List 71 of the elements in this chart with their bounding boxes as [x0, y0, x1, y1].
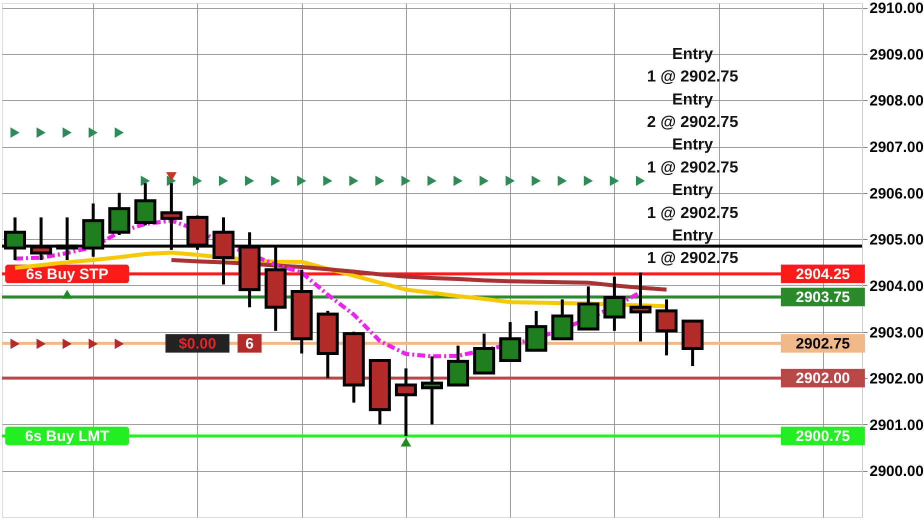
- y-tick-label: 2903.00: [870, 324, 924, 342]
- point: [10, 338, 20, 350]
- point: [584, 176, 593, 186]
- point: [532, 176, 541, 186]
- point: [114, 338, 124, 350]
- annotation: Entry: [672, 91, 714, 108]
- annotation: 1 @ 2902.75: [646, 68, 738, 86]
- y-tick-label: 2908.00: [870, 92, 924, 110]
- point: [245, 176, 254, 186]
- annotation: Entry: [672, 227, 714, 244]
- y-tick-label: 2904.00: [870, 278, 924, 295]
- point: [636, 176, 646, 186]
- annotation: 2900.75: [796, 428, 850, 445]
- y-tick-label: 2910.00: [870, 0, 924, 18]
- point: [114, 127, 124, 138]
- y-tick-label: 2909.00: [870, 46, 924, 64]
- point: [192, 176, 202, 186]
- candlestick: [447, 346, 470, 387]
- point: [454, 176, 463, 186]
- annotation: 1 @ 2902.75: [646, 250, 738, 268]
- candlestick: [525, 310, 548, 352]
- candlestick: [499, 322, 522, 362]
- y-tick-label: 2906.00: [870, 185, 924, 202]
- annotation: 6: [245, 335, 254, 352]
- candlestick: [656, 299, 678, 356]
- candlestick: [394, 368, 417, 436]
- point: [349, 176, 358, 186]
- annotation: 2904.25: [796, 266, 850, 283]
- point: [558, 176, 567, 186]
- point: [140, 176, 150, 186]
- candlestick: [603, 276, 626, 331]
- point: [36, 338, 46, 350]
- point: [166, 172, 177, 182]
- annotation: 1 @ 2902.75: [646, 159, 738, 176]
- annotation: 2902.75: [796, 335, 850, 352]
- annotation: Entry: [672, 46, 714, 63]
- point: [323, 176, 332, 186]
- annotation: Entry: [672, 182, 714, 200]
- annotation: $0.00: [178, 335, 216, 352]
- point: [427, 176, 437, 186]
- y-tick-label: 2905.00: [870, 232, 924, 249]
- annotation: 2902.00: [796, 370, 850, 388]
- point: [400, 437, 412, 447]
- point: [88, 127, 98, 138]
- point: [271, 176, 280, 186]
- point: [62, 127, 72, 138]
- candlestick: [551, 299, 574, 340]
- candlestick: [108, 192, 130, 235]
- point: [62, 338, 72, 350]
- point: [401, 176, 410, 186]
- candlestick: [421, 356, 443, 424]
- point: [88, 338, 98, 350]
- y-tick-label: 2901.00: [870, 416, 924, 434]
- point: [610, 176, 619, 186]
- ref-line-label: 6s Buy STP: [26, 266, 108, 283]
- ref-line-label: 6s Buy LMT: [25, 428, 110, 445]
- point: [36, 127, 46, 138]
- annotation: 1 @ 2902.75: [646, 204, 738, 222]
- point: [10, 127, 20, 138]
- point: [297, 176, 306, 186]
- y-tick-label: 2900.00: [870, 463, 924, 480]
- y-tick-label: 2902.00: [870, 370, 924, 388]
- annotation: Entry: [672, 136, 714, 154]
- y-tick-label: 2907.00: [870, 139, 924, 156]
- point: [375, 176, 384, 186]
- point: [480, 176, 489, 186]
- annotation: 2 @ 2902.75: [646, 114, 738, 132]
- point: [62, 290, 72, 299]
- point: [218, 176, 228, 186]
- annotation: 2903.75: [796, 289, 850, 306]
- point: [506, 176, 515, 186]
